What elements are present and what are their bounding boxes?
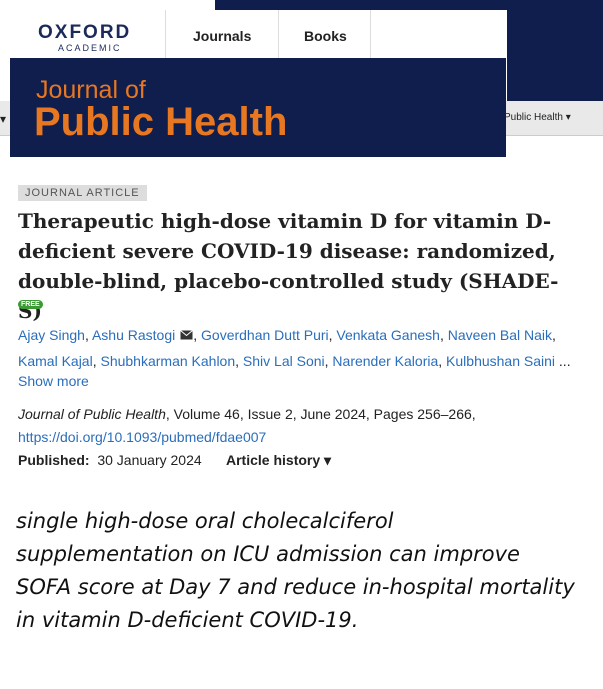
citation-details: , Volume 46, Issue 2, June 2024, Pages 2… xyxy=(165,406,476,422)
citation-journal: Journal of Public Health xyxy=(18,406,166,422)
author-link[interactable]: Kulbhushan Saini xyxy=(446,353,556,369)
author-list: Ajay Singh, Ashu Rastogi, Goverdhan Dutt… xyxy=(18,296,588,374)
header-band xyxy=(215,0,603,10)
free-badge: FREE xyxy=(18,300,43,309)
article-history[interactable]: Article history ▾ xyxy=(226,452,332,468)
separator: , xyxy=(328,327,333,343)
separator: , xyxy=(439,327,444,343)
published-label: Published: xyxy=(18,452,90,468)
mail-icon[interactable] xyxy=(180,330,194,340)
ellipsis: ... xyxy=(558,353,571,369)
dropdown-label: Public Health xyxy=(504,112,563,123)
author-link[interactable]: Venkata Ganesh xyxy=(336,327,440,343)
nav-link[interactable]: Books xyxy=(304,28,347,44)
divider xyxy=(370,10,371,58)
nav-link[interactable]: Journals xyxy=(193,28,252,44)
separator: , xyxy=(438,353,443,369)
citation: Journal of Public Health, Volume 46, Iss… xyxy=(18,406,476,422)
envelope-flap xyxy=(180,330,194,337)
separator: , xyxy=(92,353,97,369)
show-more[interactable]: Show more xyxy=(18,373,89,389)
author-link[interactable]: Kamal Kajal xyxy=(18,353,93,369)
banner-line2: Public Health xyxy=(34,100,288,144)
published-date: 30 January 2024 xyxy=(97,452,202,468)
top-bar: OXFORD ACADEMIC Journals Books xyxy=(10,10,506,58)
logo-sub: ACADEMIC xyxy=(58,43,122,53)
article-type: JOURNAL ARTICLE xyxy=(18,185,147,201)
doi-link[interactable]: https://doi.org/10.1093/pubmed/fdae007 xyxy=(18,429,267,445)
author-link[interactable]: Narender Kaloria xyxy=(332,353,439,369)
journal-banner: Journal of Public Health xyxy=(10,58,506,157)
header-band xyxy=(507,0,603,101)
separator: , xyxy=(235,353,240,369)
separator: , xyxy=(552,327,556,343)
author-link[interactable]: Goverdhan Dutt Puri xyxy=(201,327,329,343)
published: Published: 30 January 2024 xyxy=(18,452,202,468)
author-link[interactable]: Naveen Bal Naik xyxy=(447,327,553,343)
separator: , xyxy=(324,353,329,369)
author-link[interactable]: Shubhkarman Kahlon xyxy=(100,353,236,369)
caret[interactable]: ▾ xyxy=(0,112,7,126)
logo[interactable]: OXFORD xyxy=(38,22,132,43)
history-label: Article history xyxy=(226,452,321,468)
separator: , xyxy=(84,327,89,343)
author-link[interactable]: Shiv Lal Soni xyxy=(242,353,325,369)
author-link[interactable]: Ashu Rastogi xyxy=(91,327,176,343)
divider xyxy=(278,10,279,58)
article-title: Therapeutic high-dose vitamin D for vita… xyxy=(18,209,559,323)
author-link[interactable]: Ajay Singh xyxy=(18,327,85,343)
caption: single high-dose oral cholecalciferol su… xyxy=(16,509,575,632)
divider xyxy=(165,10,166,58)
separator: , xyxy=(193,327,198,343)
banner-line1: Journal of xyxy=(36,76,146,104)
journal-dropdown[interactable]: Public Health ▾ xyxy=(504,112,571,123)
